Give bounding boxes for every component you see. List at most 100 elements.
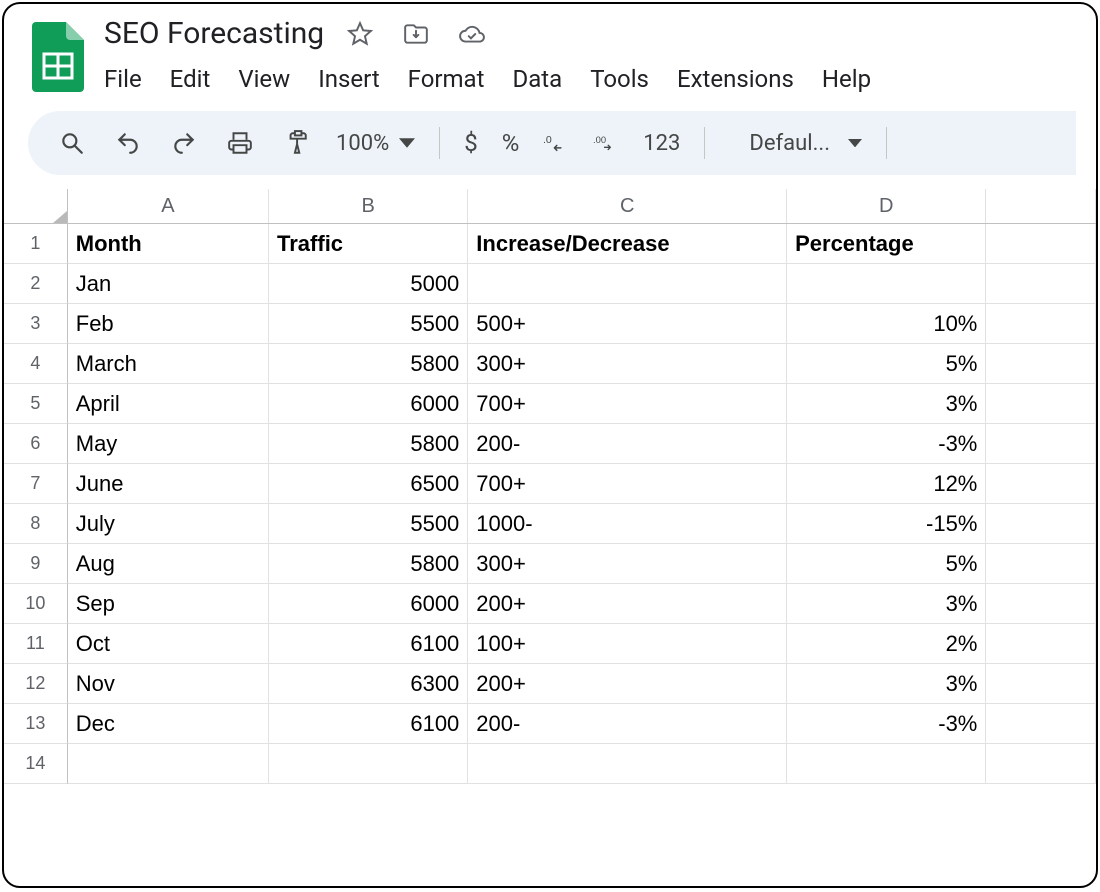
undo-icon[interactable] (112, 127, 144, 159)
cell-e6[interactable] (986, 424, 1096, 464)
cell-b10[interactable]: 6000 (269, 584, 468, 624)
select-all-corner[interactable] (4, 189, 68, 223)
doc-title[interactable]: SEO Forecasting (104, 16, 324, 51)
cell-c9[interactable]: 300+ (468, 544, 787, 584)
cell-c11[interactable]: 100+ (468, 624, 787, 664)
cell-a12[interactable]: Nov (68, 664, 269, 704)
cell-c14[interactable] (468, 744, 787, 784)
cell-a11[interactable]: Oct (68, 624, 269, 664)
cell-a2[interactable]: Jan (68, 264, 269, 304)
cell-c8[interactable]: 1000- (468, 504, 787, 544)
paint-format-icon[interactable] (280, 127, 312, 159)
col-header-d[interactable]: D (787, 189, 986, 223)
move-icon[interactable] (400, 18, 432, 50)
cell-c5[interactable]: 700+ (468, 384, 787, 424)
cell-a4[interactable]: March (68, 344, 269, 384)
cell-b2[interactable]: 5000 (269, 264, 468, 304)
cell-c6[interactable]: 200- (468, 424, 787, 464)
cell-a10[interactable]: Sep (68, 584, 269, 624)
cell-b14[interactable] (269, 744, 468, 784)
row-header[interactable]: 10 (4, 584, 68, 624)
cell-e10[interactable] (986, 584, 1096, 624)
cell-c2[interactable] (468, 264, 787, 304)
cell-d7[interactable]: 12% (787, 464, 986, 504)
cell-a1[interactable]: Month (68, 224, 269, 264)
cloud-status-icon[interactable] (456, 18, 488, 50)
cell-b12[interactable]: 6300 (269, 664, 468, 704)
cell-e12[interactable] (986, 664, 1096, 704)
row-header[interactable]: 6 (4, 424, 68, 464)
menu-extensions[interactable]: Extensions (677, 65, 794, 93)
percent-button[interactable]: % (502, 127, 520, 159)
cell-c13[interactable]: 200- (468, 704, 787, 744)
cell-c12[interactable]: 200+ (468, 664, 787, 704)
zoom-dropdown[interactable]: 100% (336, 131, 415, 156)
increase-decimal-icon[interactable]: .00 (593, 127, 619, 159)
col-header-a[interactable]: A (68, 189, 269, 223)
cell-a5[interactable]: April (68, 384, 269, 424)
col-header-b[interactable]: B (269, 189, 468, 223)
row-header[interactable]: 8 (4, 504, 68, 544)
cell-d13[interactable]: -3% (787, 704, 986, 744)
row-header[interactable]: 5 (4, 384, 68, 424)
row-header[interactable]: 14 (4, 744, 68, 784)
cell-b9[interactable]: 5800 (269, 544, 468, 584)
cell-d9[interactable]: 5% (787, 544, 986, 584)
cell-d12[interactable]: 3% (787, 664, 986, 704)
cell-e9[interactable] (986, 544, 1096, 584)
row-header[interactable]: 3 (4, 304, 68, 344)
cell-d4[interactable]: 5% (787, 344, 986, 384)
row-header[interactable]: 7 (4, 464, 68, 504)
search-icon[interactable] (56, 127, 88, 159)
cell-b6[interactable]: 5800 (269, 424, 468, 464)
cell-b1[interactable]: Traffic (269, 224, 468, 264)
decrease-decimal-icon[interactable]: .0 (543, 127, 569, 159)
cell-d11[interactable]: 2% (787, 624, 986, 664)
menu-view[interactable]: View (238, 65, 290, 93)
number-format-button[interactable]: 123 (643, 127, 680, 159)
cell-a13[interactable]: Dec (68, 704, 269, 744)
row-header[interactable]: 12 (4, 664, 68, 704)
cell-c4[interactable]: 300+ (468, 344, 787, 384)
cell-d1[interactable]: Percentage (787, 224, 986, 264)
cell-e2[interactable] (986, 264, 1096, 304)
spreadsheet-grid[interactable]: A B C D 1MonthTrafficIncrease/DecreasePe… (4, 189, 1096, 784)
cell-a3[interactable]: Feb (68, 304, 269, 344)
cell-c3[interactable]: 500+ (468, 304, 787, 344)
cell-d2[interactable] (787, 264, 986, 304)
menu-edit[interactable]: Edit (170, 65, 211, 93)
row-header[interactable]: 2 (4, 264, 68, 304)
cell-e7[interactable] (986, 464, 1096, 504)
col-header-e[interactable] (986, 189, 1096, 223)
row-header[interactable]: 13 (4, 704, 68, 744)
menu-file[interactable]: File (104, 65, 142, 93)
menu-data[interactable]: Data (512, 65, 562, 93)
cell-e8[interactable] (986, 504, 1096, 544)
cell-d6[interactable]: -3% (787, 424, 986, 464)
cell-b4[interactable]: 5800 (269, 344, 468, 384)
cell-c1[interactable]: Increase/Decrease (468, 224, 787, 264)
menu-tools[interactable]: Tools (590, 65, 649, 93)
cell-c10[interactable]: 200+ (468, 584, 787, 624)
cell-a9[interactable]: Aug (68, 544, 269, 584)
cell-a6[interactable]: May (68, 424, 269, 464)
cell-b11[interactable]: 6100 (269, 624, 468, 664)
menu-insert[interactable]: Insert (318, 65, 379, 93)
cell-e11[interactable] (986, 624, 1096, 664)
cell-d3[interactable]: 10% (787, 304, 986, 344)
cell-b8[interactable]: 5500 (269, 504, 468, 544)
cell-d14[interactable] (787, 744, 986, 784)
cell-a7[interactable]: June (68, 464, 269, 504)
cell-e5[interactable] (986, 384, 1096, 424)
cell-a14[interactable] (68, 744, 269, 784)
currency-button[interactable]: $ (464, 127, 478, 159)
redo-icon[interactable] (168, 127, 200, 159)
cell-c7[interactable]: 700+ (468, 464, 787, 504)
cell-a8[interactable]: July (68, 504, 269, 544)
cell-b5[interactable]: 6000 (269, 384, 468, 424)
cell-d5[interactable]: 3% (787, 384, 986, 424)
cell-b13[interactable]: 6100 (269, 704, 468, 744)
row-header[interactable]: 1 (4, 224, 68, 264)
menu-format[interactable]: Format (408, 65, 485, 93)
cell-b7[interactable]: 6500 (269, 464, 468, 504)
